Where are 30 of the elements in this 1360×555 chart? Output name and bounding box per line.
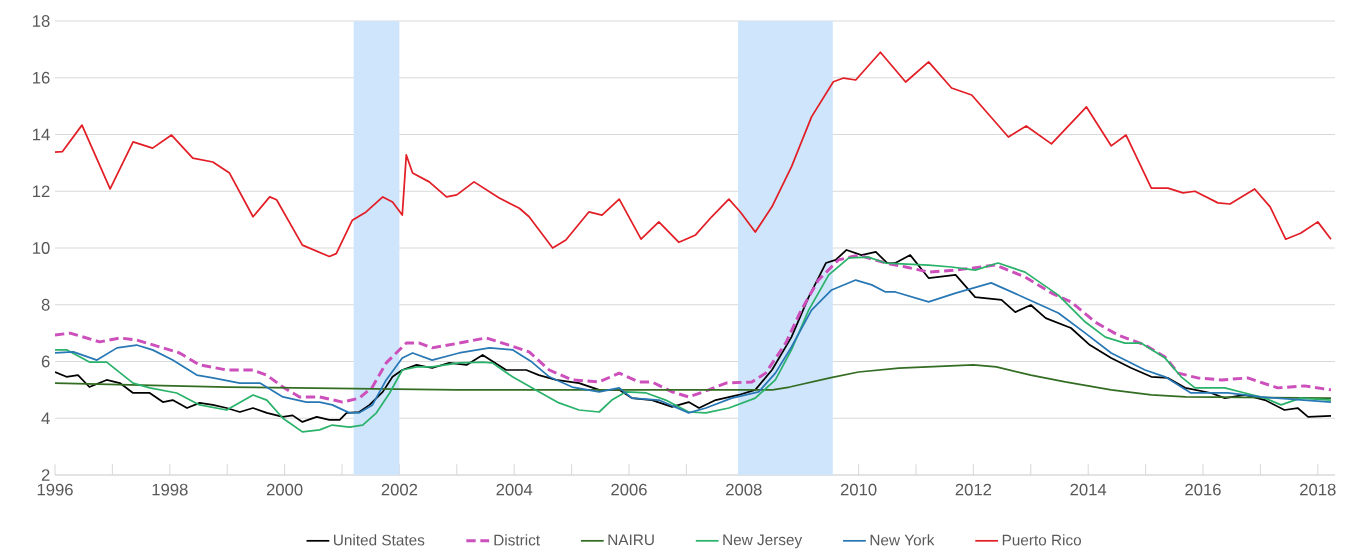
y-tick-label: 4 bbox=[41, 412, 50, 424]
x-tick-label: 2008 bbox=[726, 483, 762, 496]
legend-label: Puerto Rico bbox=[1002, 534, 1082, 546]
y-tick-label: 10 bbox=[33, 242, 50, 254]
y-tick-label: 12 bbox=[33, 185, 50, 198]
y-tick-label: 18 bbox=[33, 15, 50, 27]
x-tick-label: 2010 bbox=[840, 483, 877, 496]
line-series bbox=[55, 364, 1332, 399]
x-tick-label: 2018 bbox=[1300, 483, 1336, 496]
legend-label: NAIRU bbox=[608, 534, 654, 546]
x-tick-label: 2006 bbox=[611, 483, 647, 496]
x-tick-label: 2002 bbox=[381, 483, 418, 496]
y-tick-label: 6 bbox=[41, 355, 50, 368]
y-tick-label: 2 bbox=[41, 469, 50, 481]
y-tick-label: 8 bbox=[41, 298, 50, 311]
x-tick-label: 1996 bbox=[37, 483, 73, 496]
line-series bbox=[55, 279, 1332, 414]
x-tick-label: 2014 bbox=[1070, 483, 1107, 496]
legend-label: New Jersey bbox=[723, 534, 803, 549]
legend-label: United States bbox=[334, 534, 425, 546]
line-series bbox=[55, 51, 1332, 258]
x-tick-label: 2016 bbox=[1185, 483, 1221, 496]
x-tick-label: 2000 bbox=[266, 483, 303, 496]
x-tick-label: 1998 bbox=[152, 483, 188, 496]
y-tick-label: 16 bbox=[33, 71, 50, 84]
x-tick-label: 2004 bbox=[496, 483, 533, 496]
legend-label: District bbox=[494, 534, 540, 546]
x-tick-label: 2012 bbox=[955, 483, 992, 496]
y-tick-label: 14 bbox=[33, 128, 50, 141]
legend-label: New York bbox=[870, 534, 935, 546]
